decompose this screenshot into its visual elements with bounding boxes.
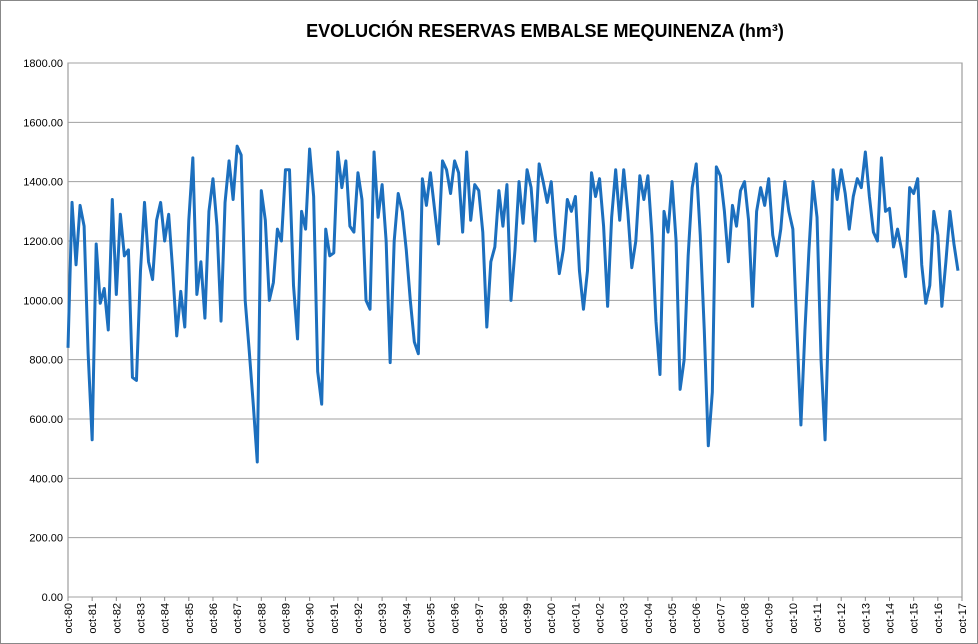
x-tick-label: oct-96 xyxy=(450,603,462,634)
x-tick-label: oct-12 xyxy=(836,603,848,634)
x-tick-label: oct-80 xyxy=(63,603,75,634)
x-tick-label: oct-81 xyxy=(87,603,99,634)
x-tick-label: oct-89 xyxy=(280,603,292,634)
x-tick-label: oct-92 xyxy=(353,603,365,634)
x-tick-label: oct-13 xyxy=(860,603,872,634)
x-tick-label: oct-87 xyxy=(232,603,244,634)
x-tick-label: oct-10 xyxy=(788,603,800,634)
x-tick-label: oct-88 xyxy=(256,603,268,634)
x-tick-label: oct-14 xyxy=(885,603,897,634)
x-tick-label: oct-06 xyxy=(691,603,703,634)
x-tick-label: oct-09 xyxy=(764,603,776,634)
y-tick-label: 600.00 xyxy=(29,414,63,426)
x-tick-label: oct-85 xyxy=(184,603,196,634)
x-tick-label: oct-82 xyxy=(111,603,123,634)
x-tick-label: oct-01 xyxy=(570,603,582,634)
x-tick-label: oct-00 xyxy=(546,603,558,634)
x-tick-label: oct-95 xyxy=(425,603,437,634)
x-tick-label: oct-02 xyxy=(595,603,607,634)
x-tick-label: oct-11 xyxy=(812,603,824,633)
y-tick-label: 1400.00 xyxy=(23,177,63,189)
x-tick-label: oct-99 xyxy=(522,603,534,634)
y-tick-label: 1000.00 xyxy=(23,295,63,307)
x-tick-label: oct-94 xyxy=(401,603,413,634)
x-tick-label: oct-15 xyxy=(909,603,921,634)
x-tick-label: oct-08 xyxy=(740,603,752,634)
x-tick-label: oct-16 xyxy=(933,603,945,634)
y-tick-label: 400.00 xyxy=(29,473,63,485)
x-tick-label: oct-17 xyxy=(957,603,969,634)
x-tick-label: oct-83 xyxy=(135,603,147,634)
x-tick-label: oct-93 xyxy=(377,603,389,634)
x-tick-label: oct-98 xyxy=(498,603,510,634)
x-tick-label: oct-91 xyxy=(329,603,341,634)
x-tick-label: oct-07 xyxy=(715,603,727,634)
y-tick-label: 1200.00 xyxy=(23,236,63,248)
x-tick-label: oct-86 xyxy=(208,603,220,634)
y-tick-label: 800.00 xyxy=(29,355,63,367)
chart-title: EVOLUCIÓN RESERVAS EMBALSE MEQUINENZA (h… xyxy=(306,20,784,41)
x-tick-label: oct-03 xyxy=(619,603,631,634)
data-line xyxy=(66,144,960,464)
y-tick-label: 1800.00 xyxy=(23,58,63,70)
y-tick-label: 200.00 xyxy=(29,533,63,545)
x-tick-label: oct-84 xyxy=(160,603,172,634)
y-tick-label: 1600.00 xyxy=(23,117,63,129)
y-tick-label: 0.00 xyxy=(42,592,63,604)
x-tick-label: oct-97 xyxy=(474,603,486,634)
x-tick-label: oct-05 xyxy=(667,603,679,634)
x-tick-label: oct-90 xyxy=(305,603,317,634)
x-tick-label: oct-04 xyxy=(643,603,655,634)
